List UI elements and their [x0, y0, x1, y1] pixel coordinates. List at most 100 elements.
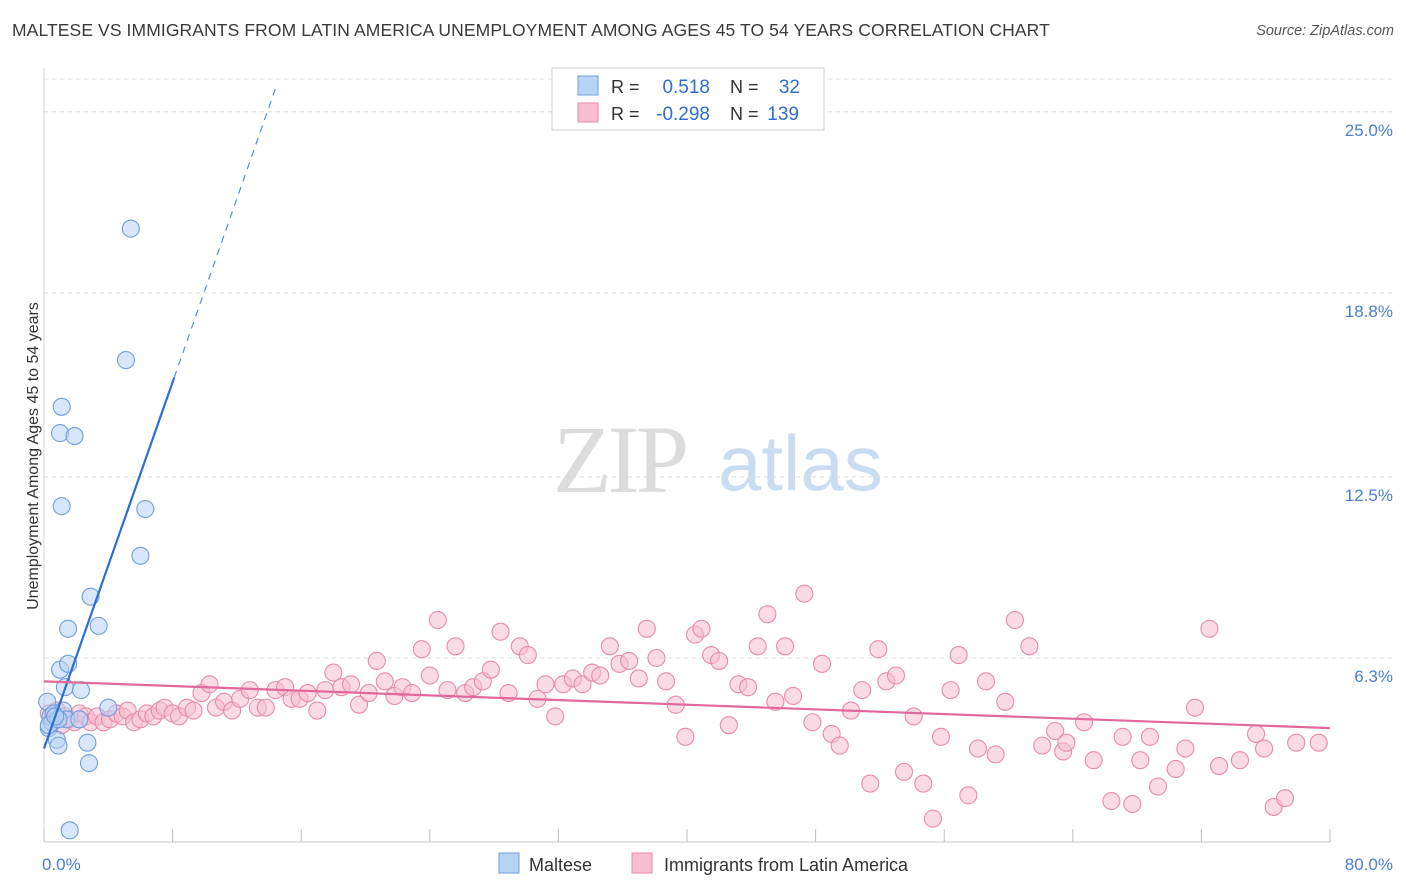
latin-point [1131, 751, 1150, 770]
latin-point [316, 681, 335, 700]
maltese-point [52, 397, 71, 416]
latin-point [748, 637, 767, 656]
latin-point [784, 686, 803, 706]
latin-point [324, 663, 343, 682]
latin-point [620, 651, 639, 670]
maltese-point [59, 619, 78, 638]
latin-point [200, 675, 219, 694]
latin-point [739, 678, 758, 697]
latin-point [861, 774, 880, 793]
latin-point [573, 675, 592, 694]
latin-point [350, 695, 369, 714]
latin-point [536, 675, 555, 694]
axes [43, 68, 1330, 843]
maltese-point [71, 681, 91, 700]
latin-point [1046, 721, 1065, 741]
latin-point [1210, 757, 1229, 776]
latin-point [959, 786, 978, 805]
latin-point [1176, 739, 1195, 758]
latin-point [869, 640, 888, 659]
legend-r-label-latin: R = [611, 104, 640, 124]
latin-point [812, 654, 832, 673]
legend-n-label-maltese: N = [730, 77, 759, 97]
latin-point [1075, 713, 1094, 732]
legend-r-value-maltese: 0.518 [662, 77, 710, 98]
latin-point [996, 692, 1015, 711]
y-tick-label: 25.0% [1345, 121, 1393, 140]
latin-point [830, 736, 849, 755]
latin-point [949, 646, 968, 665]
latin-point [1255, 739, 1274, 758]
latin-point [931, 727, 951, 746]
latin-point [692, 619, 711, 638]
watermark-zip: ZIP [553, 406, 686, 513]
latin-point [428, 610, 447, 630]
latin-point [923, 809, 942, 828]
bottom-legend-swatch-latin [631, 852, 653, 874]
maltese-point [131, 546, 150, 565]
y-tick-label: 12.5% [1345, 486, 1393, 505]
bottom-legend-label-latin: Immigrants from Latin America [664, 855, 909, 875]
latin-point [1166, 759, 1185, 779]
maltese-trend-line [42, 377, 176, 749]
latin-point [637, 619, 656, 638]
y-tick-label: 6.3% [1354, 667, 1393, 686]
y-tick-label: 18.8% [1345, 302, 1393, 321]
maltese-point [116, 351, 136, 370]
legend-n-value-latin: 139 [767, 104, 799, 125]
grid [44, 78, 1392, 659]
latin-point [600, 637, 619, 656]
latin-point [446, 637, 465, 656]
maltese-point [99, 698, 118, 717]
latin-point [1185, 698, 1205, 717]
maltese-point [78, 733, 97, 752]
series-legend: Maltese Immigrants from Latin America [498, 852, 909, 875]
maltese-trend-extension [173, 88, 277, 378]
chart-title: MALTESE VS IMMIGRANTS FROM LATIN AMERICA… [12, 20, 1050, 40]
latin-point [647, 648, 666, 668]
latin-point [403, 683, 422, 703]
x-tick-label-max: 80.0% [1345, 855, 1393, 874]
latin-point [894, 762, 914, 781]
latin-point [803, 713, 822, 732]
latin-point [1033, 736, 1052, 755]
watermark: ZIP atlas [553, 406, 883, 513]
latin-point [184, 701, 203, 720]
legend-r-value-latin: -0.298 [656, 104, 710, 125]
latin-points [39, 584, 1328, 828]
latin-point [766, 692, 785, 711]
x-tick-label-min: 0.0% [42, 855, 81, 874]
latin-point [657, 672, 676, 691]
latin-point [976, 672, 996, 691]
legend-swatch-latin [577, 102, 599, 123]
latin-point [1102, 792, 1121, 811]
latin-point [986, 745, 1005, 764]
maltese-point [89, 616, 108, 635]
maltese-point [70, 710, 89, 729]
bottom-legend-swatch-maltese [498, 852, 520, 874]
latin-point [1230, 751, 1250, 770]
latin-point [1123, 794, 1142, 814]
latin-point [968, 739, 988, 758]
latin-point [629, 669, 648, 688]
latin-point [438, 681, 457, 700]
maltese-points [38, 219, 155, 840]
latin-point [1148, 777, 1168, 796]
maltese-point [121, 219, 140, 238]
latin-point [886, 666, 906, 685]
latin-point [298, 683, 317, 703]
latin-point [776, 637, 795, 656]
latin-point [676, 727, 695, 746]
maltese-point [49, 736, 68, 755]
latin-point [375, 672, 394, 691]
maltese-point [60, 821, 79, 840]
maltese-point [52, 497, 71, 516]
source-credit: Source: ZipAtlas.com [1256, 23, 1394, 39]
bottom-legend-label-maltese: Maltese [529, 855, 592, 875]
latin-point [710, 651, 729, 670]
latin-point [591, 666, 610, 685]
latin-point [1020, 637, 1039, 656]
latin-point [1005, 610, 1024, 630]
latin-point [518, 646, 537, 665]
